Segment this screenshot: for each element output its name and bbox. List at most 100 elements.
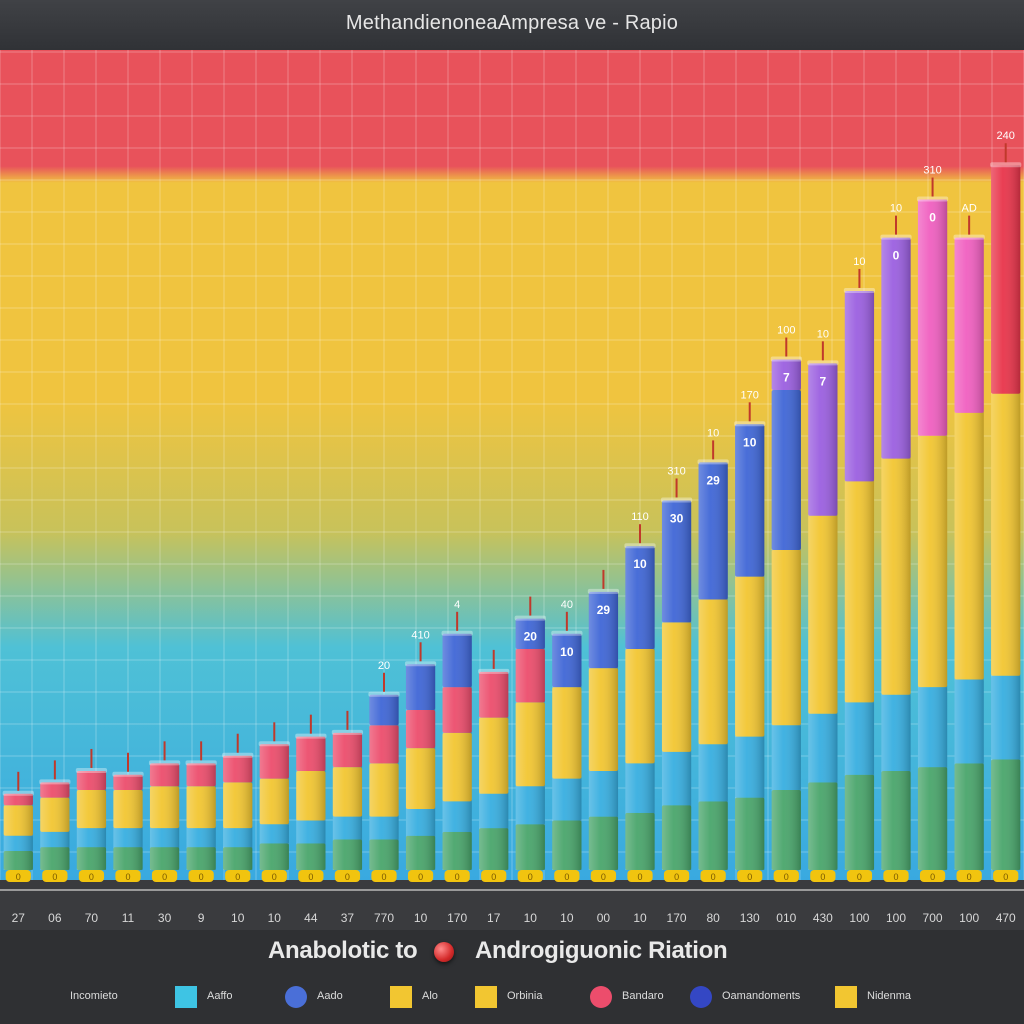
x-tick-label: 010 <box>776 911 796 925</box>
bar-shading <box>332 732 363 870</box>
bar-base <box>517 870 543 882</box>
data-label: 10 <box>743 435 757 449</box>
x-tick-label: 80 <box>706 911 720 925</box>
bar-base-mark: 0 <box>455 872 460 882</box>
bar-base <box>919 870 946 882</box>
bar-cap <box>441 630 473 636</box>
bar-shading <box>3 793 33 870</box>
bar-base-mark: 0 <box>418 872 423 882</box>
bar-base <box>956 870 982 882</box>
bar-shading <box>771 359 801 870</box>
x-axis-title: Anabolotic to <box>268 937 418 964</box>
bar-shading <box>223 755 253 870</box>
top-label: 410 <box>411 629 429 641</box>
legend-label: Alo <box>422 990 438 1002</box>
bar-shading <box>405 664 436 870</box>
bar-shading <box>661 500 692 870</box>
bar-cap <box>916 196 949 202</box>
title-bar: MethandienoneaAmpresa ve - Rapio <box>0 0 1024 52</box>
bar-base <box>810 870 836 882</box>
bar-cap <box>660 497 693 503</box>
bar-shading <box>76 770 107 870</box>
bar-base-mark: 0 <box>162 872 167 882</box>
x-tick-label: 100 <box>886 911 906 925</box>
bar-base <box>590 870 617 882</box>
bar-base-mark: 0 <box>930 872 935 882</box>
bar-cap <box>258 741 290 747</box>
bar-shading <box>369 694 399 870</box>
bar-cap <box>551 630 583 636</box>
bar-base <box>663 870 690 882</box>
chart-plot: 0270060700110300901001004403702077004101… <box>0 50 1024 930</box>
bar-base-mark: 0 <box>857 872 862 882</box>
bar-shading <box>808 363 838 870</box>
bar-base <box>298 870 324 882</box>
bar-cap <box>624 543 656 549</box>
bar-base <box>773 870 799 882</box>
bar-cap <box>39 779 71 785</box>
bar-base-mark: 0 <box>125 872 130 882</box>
bar-shading <box>991 165 1021 870</box>
bar-shading <box>259 744 289 870</box>
top-label: 10 <box>853 256 865 268</box>
data-label: 7 <box>783 371 790 385</box>
top-label: 100 <box>777 325 795 337</box>
top-label: 170 <box>741 389 759 401</box>
legend-label: Orbinia <box>507 990 543 1002</box>
bar-cap <box>807 360 839 366</box>
bar-base <box>371 870 397 882</box>
bar-cap <box>75 767 108 773</box>
bar-base-mark: 0 <box>564 872 569 882</box>
x-tick-label: 10 <box>414 911 428 925</box>
x-tick-label: 170 <box>667 911 687 925</box>
bar-base <box>78 870 105 882</box>
bar-base <box>444 870 470 882</box>
x-tick-label: 10 <box>524 911 538 925</box>
bar-cap <box>478 668 510 674</box>
bar-base <box>700 870 726 882</box>
bar-base-mark: 0 <box>308 872 313 882</box>
legend-swatch <box>390 986 412 1008</box>
bar-base <box>846 870 873 882</box>
top-label: 240 <box>997 130 1015 142</box>
bar-base <box>115 870 141 882</box>
x-tick-label: 30 <box>158 911 172 925</box>
bar-shading <box>113 774 143 870</box>
bar-cap <box>697 459 729 465</box>
bar-cap <box>990 162 1022 168</box>
bar-cap <box>112 771 144 777</box>
data-label: 20 <box>524 630 538 644</box>
x-tick-label: 10 <box>268 911 282 925</box>
bar-base-mark: 0 <box>528 872 533 882</box>
bar-shading <box>515 618 545 870</box>
bar-base-mark: 0 <box>893 872 898 882</box>
bar-cap <box>734 421 766 427</box>
bar-cap <box>331 729 364 735</box>
top-label: 20 <box>378 660 390 672</box>
bar-shading <box>552 633 582 870</box>
bar-shading <box>588 591 619 870</box>
bar-cap <box>514 615 546 621</box>
top-label: 10 <box>817 328 829 340</box>
bar-cap <box>185 760 217 766</box>
bar-base-mark: 0 <box>1003 872 1008 882</box>
x-tick-label: 70 <box>85 911 99 925</box>
top-label: AD <box>962 203 977 215</box>
x-axis-title-2: Androgiguonic Riation <box>475 937 728 964</box>
bar-base <box>993 870 1019 882</box>
bar-base <box>42 870 68 882</box>
legend-swatch <box>175 986 197 1008</box>
bar-base-mark: 0 <box>637 872 642 882</box>
x-tick-label: 37 <box>341 911 355 925</box>
bar-shading <box>625 546 655 870</box>
x-tick-label: 700 <box>923 911 943 925</box>
bar-base <box>188 870 214 882</box>
data-label: 29 <box>597 603 611 617</box>
bar-cap <box>770 356 802 362</box>
chart-title: MethandienoneaAmpresa ve - Rapio <box>345 12 679 34</box>
data-label: 10 <box>560 645 574 659</box>
top-label: 10 <box>890 203 902 215</box>
x-tick-label: 770 <box>374 911 394 925</box>
bar-cap <box>368 691 400 697</box>
bar-base <box>554 870 580 882</box>
